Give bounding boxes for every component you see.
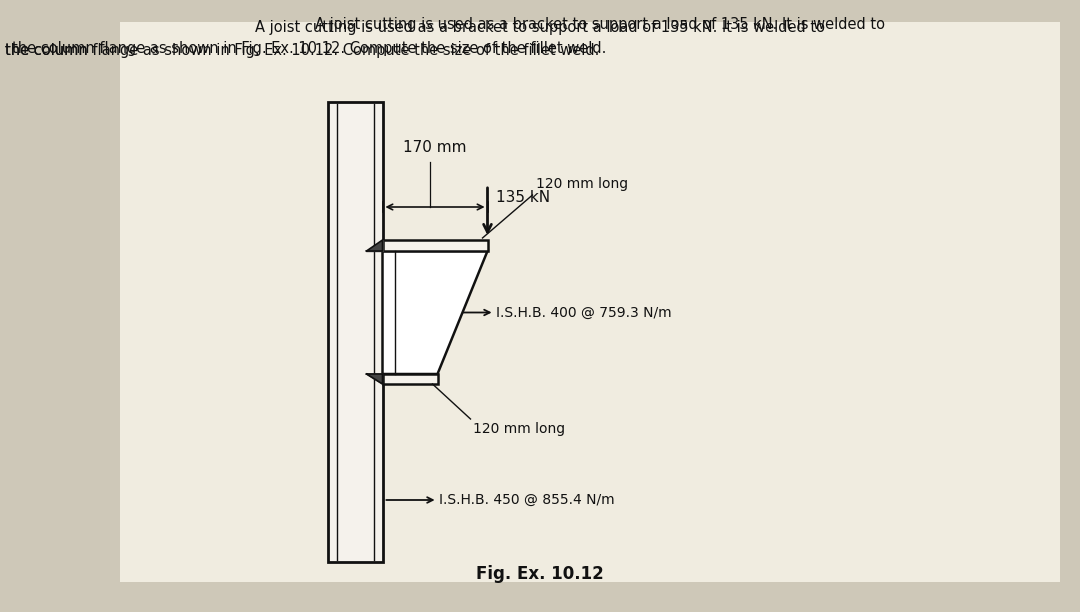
Polygon shape (366, 374, 382, 384)
Bar (120, 22, 1059, 582)
Text: the column flange as shown in Fig. Ex. 10.12. Compute the size of the fillet wel: the column flange as shown in Fig. Ex. 1… (12, 40, 606, 56)
Polygon shape (382, 240, 487, 251)
Text: the column: the column (5, 42, 87, 58)
Text: 120 mm long: 120 mm long (473, 422, 565, 436)
Text: I.S.H.B. 400 @ 759.3 N/m: I.S.H.B. 400 @ 759.3 N/m (497, 305, 672, 319)
Text: the column flange as shown in Fig. Ex. 10.12. Compute the size of the fillet wel: the column flange as shown in Fig. Ex. 1… (5, 42, 599, 58)
Text: A joist cutting is used as a bracket to support a load of 135 kN. It is welded t: A joist cutting is used as a bracket to … (255, 20, 825, 34)
Text: Fig. Ex. 10.12: Fig. Ex. 10.12 (476, 565, 604, 583)
Polygon shape (366, 240, 382, 251)
Text: 135 kN: 135 kN (496, 190, 550, 206)
Text: I.S.H.B. 450 @ 855.4 N/m: I.S.H.B. 450 @ 855.4 N/m (440, 493, 616, 507)
Polygon shape (382, 251, 487, 374)
Bar (327, 102, 382, 562)
Text: 170 mm: 170 mm (403, 140, 467, 155)
Text: 120 mm long: 120 mm long (536, 177, 627, 191)
Text: A joist cutting is used as a bracket to support a load of 135 kN. It is welded t: A joist cutting is used as a bracket to … (315, 17, 885, 31)
Polygon shape (382, 374, 437, 384)
Text: 320
mm: 320 mm (395, 302, 415, 323)
